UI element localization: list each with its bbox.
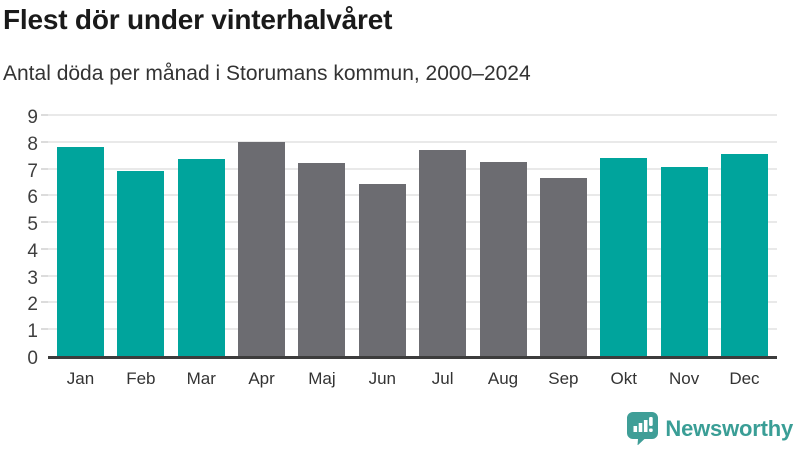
gridline-1 [48, 328, 777, 331]
y-tick-label-6: 6 [27, 187, 38, 209]
gridline-9 [48, 114, 777, 116]
y-tick-7 [41, 167, 48, 170]
bar-jul [419, 149, 467, 356]
bar-feb [117, 170, 165, 356]
gridline-8 [48, 140, 777, 143]
plot-area [41, 114, 777, 359]
y-tick-label-9: 9 [27, 107, 38, 128]
y-tick-label-0: 0 [27, 348, 38, 369]
y-tick-label-7: 7 [27, 160, 38, 182]
x-label-maj: Maj [308, 369, 336, 388]
brand-wordmark: Newsworthy [665, 415, 793, 441]
gridline-6 [48, 194, 777, 197]
y-tick-5 [41, 221, 48, 224]
x-axis-labels: Jan Feb Mar Apr Maj Jun Jul Aug Sep Okt Nov Dec [48, 369, 777, 389]
bar-apr [238, 141, 286, 356]
y-tick-3 [41, 274, 48, 277]
x-label-nov: Nov [668, 369, 700, 388]
x-label-feb: Feb [126, 369, 156, 388]
y-tick-label-3: 3 [27, 267, 38, 289]
bar-aug [479, 161, 527, 356]
bar-chart-speech-bubble-icon [627, 412, 659, 445]
bar-series [48, 118, 777, 356]
gridline-5 [48, 221, 777, 224]
bar-nov [660, 166, 708, 356]
y-tick-label-5: 5 [27, 214, 38, 236]
bar-jun [358, 184, 406, 356]
x-label-jul: Jul [431, 369, 454, 388]
x-label-okt: Okt [610, 369, 637, 388]
gridline-7 [48, 167, 777, 170]
y-tick-label-4: 4 [27, 240, 38, 262]
y-tick-2 [41, 301, 48, 304]
chart-title: Flest dör under vinterhalvåret [3, 4, 393, 35]
y-tick-label-8: 8 [27, 133, 38, 155]
bar-sep [539, 177, 587, 356]
y-tick-4 [41, 247, 48, 250]
brand-footer: Newsworthy [627, 412, 793, 445]
chart-subtitle: Antal döda per månad i Storumans kommun,… [3, 62, 531, 85]
x-label-sep: Sep [548, 369, 579, 388]
y-tick-label-2: 2 [27, 294, 38, 316]
y-tick-6 [41, 194, 48, 197]
gridline-2 [48, 301, 777, 304]
bar-mar [177, 159, 225, 356]
x-label-jun: Jun [368, 369, 396, 388]
x-label-aug: Aug [487, 369, 519, 388]
y-tick-9 [41, 114, 48, 116]
gridline-4 [48, 247, 777, 250]
x-label-jan: Jan [66, 369, 95, 388]
gridline-3 [48, 274, 777, 277]
bar-jan [57, 147, 104, 356]
x-label-mar: Mar [186, 369, 216, 388]
y-axis-labels: 0 1 2 3 4 5 6 7 8 9 [0, 107, 38, 369]
bar-okt [600, 157, 648, 356]
logo-bubble-shape [627, 412, 659, 445]
bar-dec [720, 153, 768, 356]
bar-maj [298, 162, 346, 356]
y-tick-8 [41, 140, 48, 143]
y-tick-label-1: 1 [27, 321, 38, 343]
x-label-dec: Dec [729, 369, 760, 388]
y-tick-1 [41, 328, 48, 331]
x-label-apr: Apr [248, 369, 275, 388]
